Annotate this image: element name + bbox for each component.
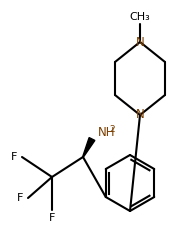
Text: N: N (136, 35, 144, 48)
Polygon shape (83, 138, 95, 157)
Text: NH: NH (98, 126, 115, 139)
Text: CH₃: CH₃ (130, 12, 150, 22)
Text: 2: 2 (109, 125, 115, 135)
Text: F: F (11, 152, 17, 162)
Text: F: F (49, 213, 55, 223)
Text: F: F (17, 193, 23, 203)
Text: N: N (136, 108, 144, 122)
